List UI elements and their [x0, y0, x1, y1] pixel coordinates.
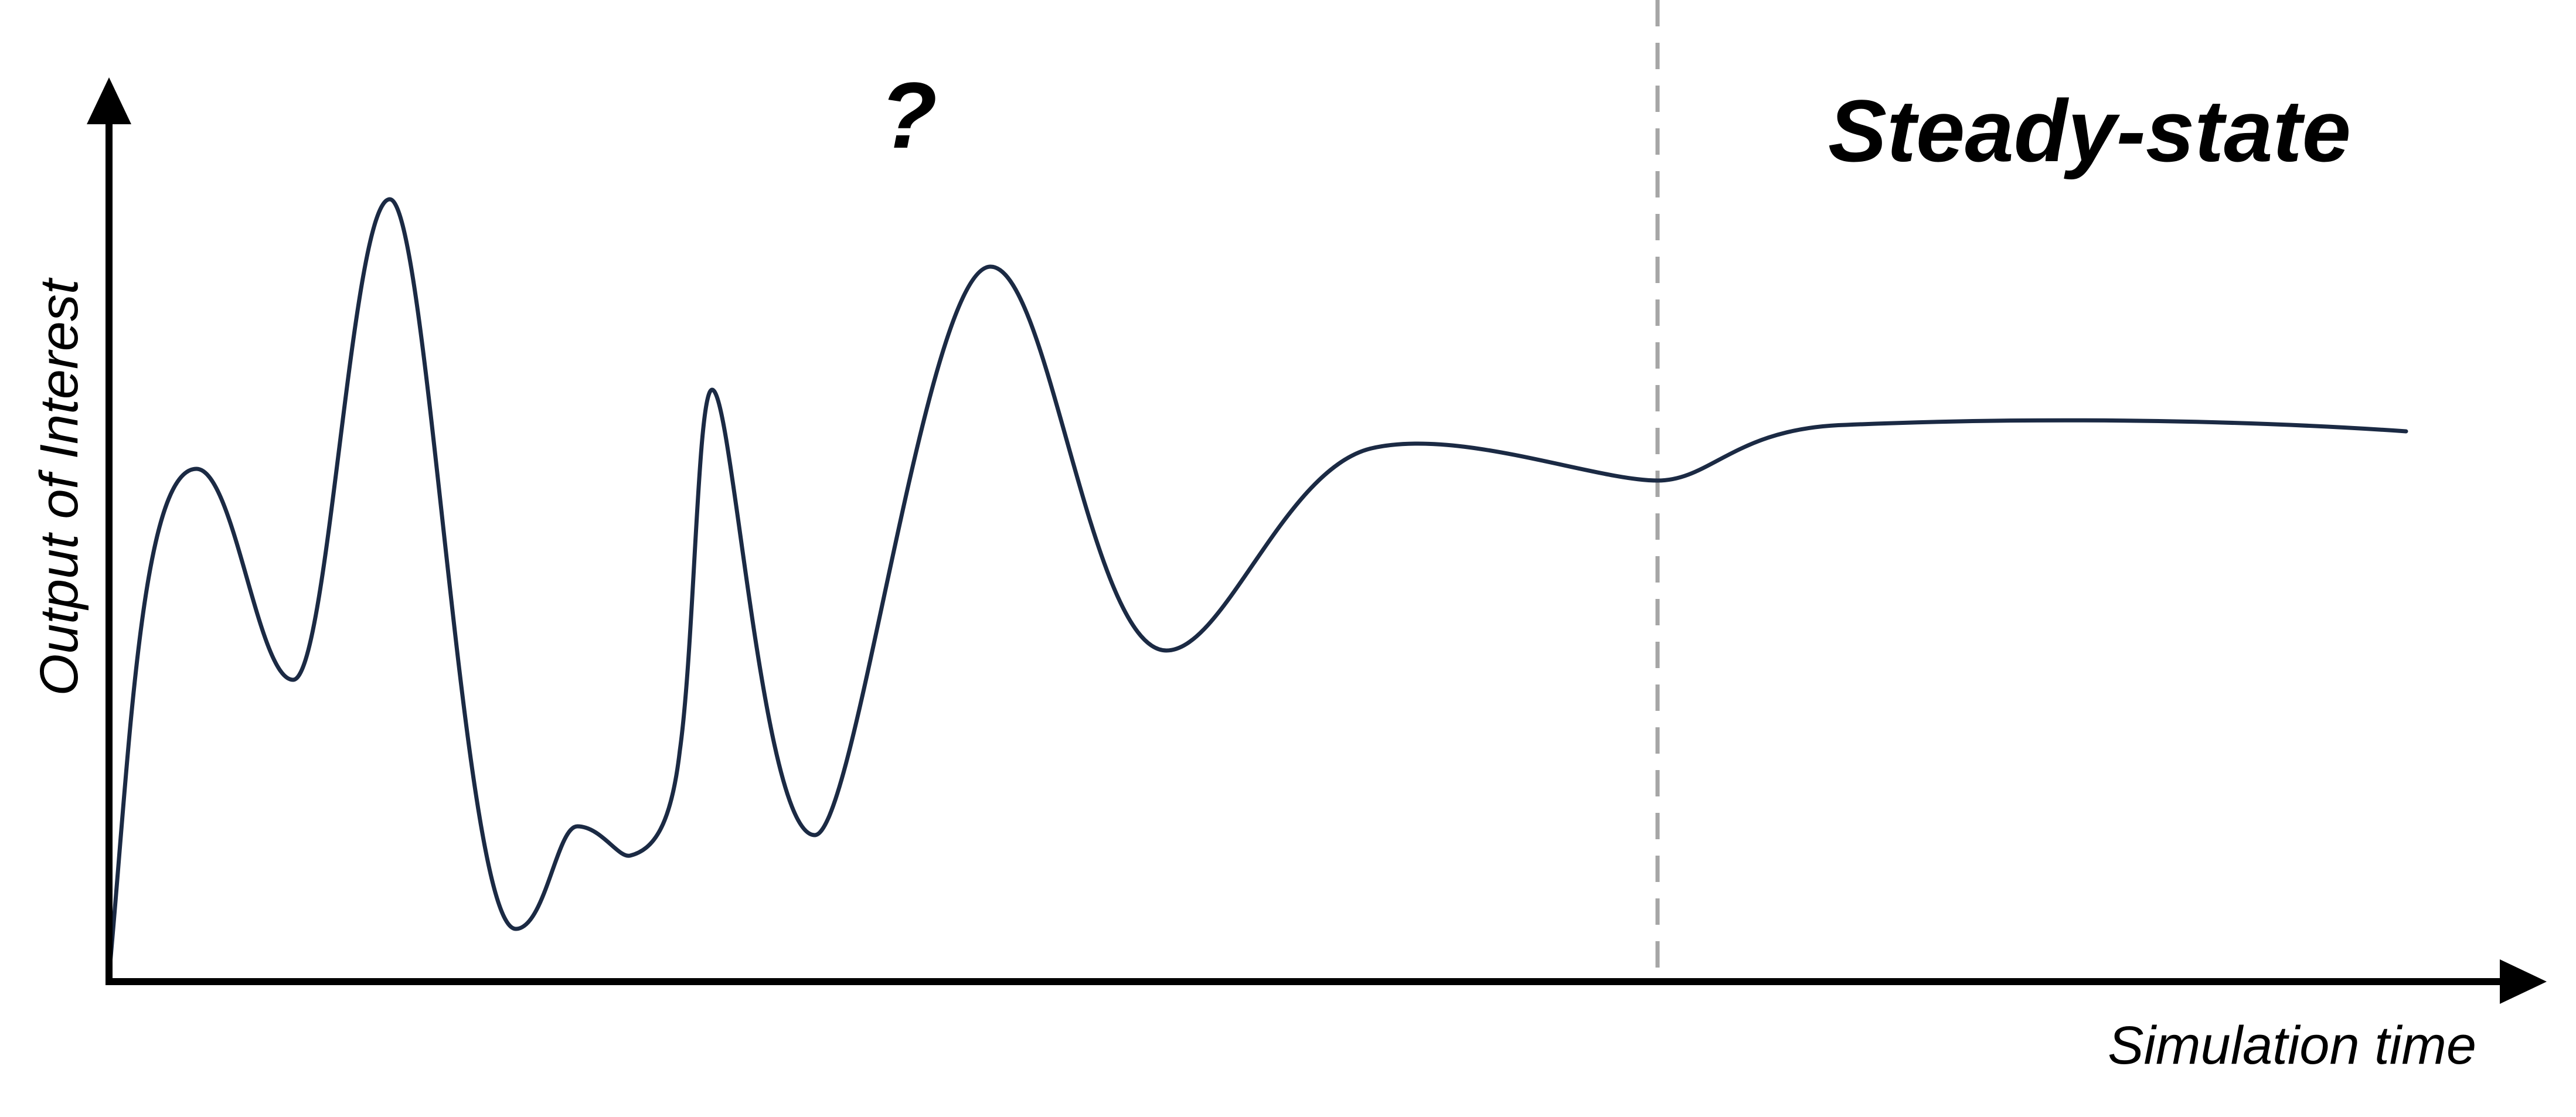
steady-state-label: Steady-state — [1828, 81, 2351, 180]
transient-region-label: ? — [880, 63, 937, 168]
x-axis-label: Simulation time — [2108, 1016, 2476, 1075]
y-axis-arrowhead — [87, 77, 131, 124]
x-axis-arrowhead — [2500, 959, 2547, 1004]
output-curve — [109, 199, 2406, 976]
y-axis-label: Output of Interest — [29, 277, 89, 696]
